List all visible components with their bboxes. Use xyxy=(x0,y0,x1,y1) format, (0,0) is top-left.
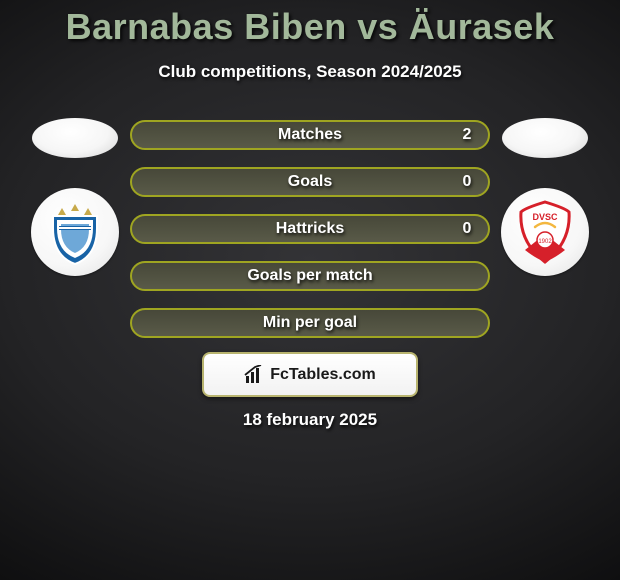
footer-brand-box[interactable]: FcTables.com xyxy=(202,352,418,397)
stat-right-value: 2 xyxy=(446,126,488,144)
right-player-column: DVSC 1902 xyxy=(490,108,600,276)
left-club-badge xyxy=(31,188,119,276)
svg-text:DVSC: DVSC xyxy=(532,212,558,222)
footer-brand-text: FcTables.com xyxy=(270,366,376,384)
stat-label: Goals per match xyxy=(174,267,446,285)
stats-list: Matches2Goals0Hattricks0Goals per matchM… xyxy=(130,108,490,338)
stat-row: Min per goal xyxy=(130,308,490,338)
right-player-avatar-placeholder xyxy=(502,118,588,158)
svg-text:1902: 1902 xyxy=(538,239,552,245)
mtk-crest-icon xyxy=(39,196,111,268)
bar-chart-icon xyxy=(244,365,264,385)
dvsc-crest-icon: DVSC 1902 xyxy=(509,196,581,268)
stat-right-value: 0 xyxy=(446,173,488,191)
page-subtitle: Club competitions, Season 2024/2025 xyxy=(0,62,620,82)
stat-label: Matches xyxy=(174,126,446,144)
comparison-body: Matches2Goals0Hattricks0Goals per matchM… xyxy=(0,108,620,338)
stat-label: Hattricks xyxy=(174,220,446,238)
stat-label: Min per goal xyxy=(174,314,446,332)
comparison-date: 18 february 2025 xyxy=(0,410,620,430)
right-club-badge: DVSC 1902 xyxy=(501,188,589,276)
stat-row: Matches2 xyxy=(130,120,490,150)
stat-row: Hattricks0 xyxy=(130,214,490,244)
stat-row: Goals0 xyxy=(130,167,490,197)
comparison-card: Barnabas Biben vs Äurasek Club competiti… xyxy=(0,0,620,580)
stat-label: Goals xyxy=(174,173,446,191)
stat-right-value: 0 xyxy=(446,220,488,238)
left-player-column xyxy=(20,108,130,276)
stat-row: Goals per match xyxy=(130,261,490,291)
fctables-logo: FcTables.com xyxy=(244,365,376,385)
page-title: Barnabas Biben vs Äurasek xyxy=(0,0,620,48)
left-player-avatar-placeholder xyxy=(32,118,118,158)
